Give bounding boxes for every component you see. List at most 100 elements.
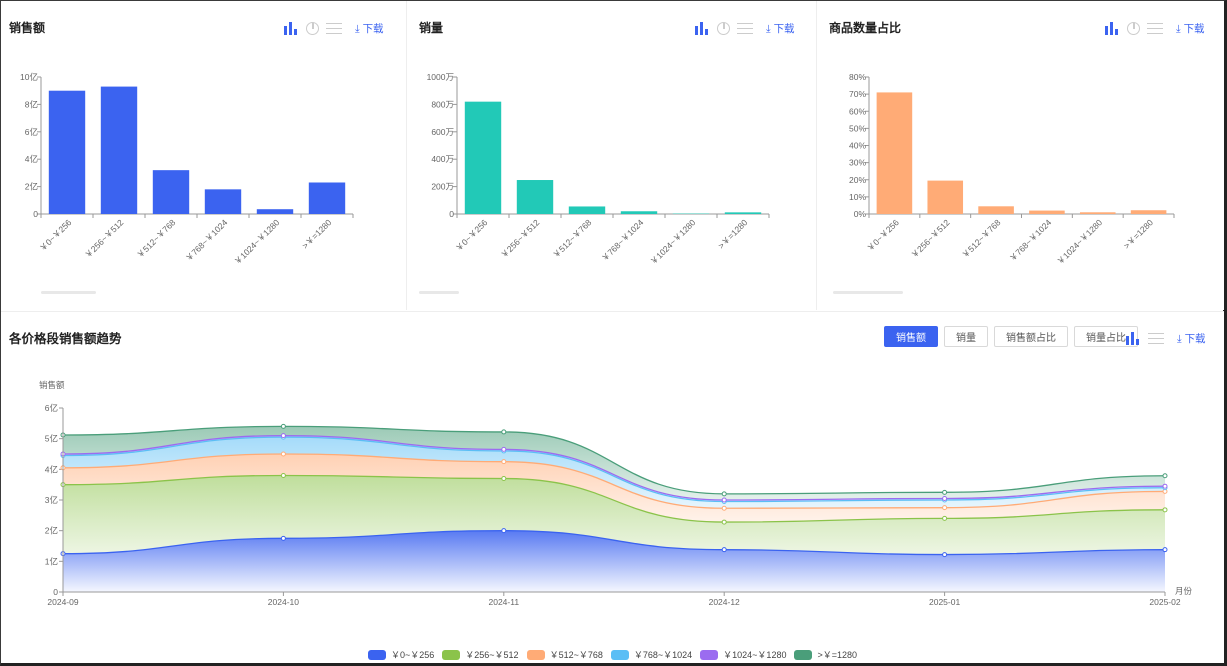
download-label: 下载 [773,23,795,35]
legend-label: ￥256~￥512 [465,650,519,660]
list-icon[interactable] [1148,332,1164,346]
legend-item[interactable]: ￥768~￥1024 [610,648,692,661]
data-point[interactable] [942,505,948,511]
y-tick-label: 8亿 [25,99,38,109]
data-point[interactable] [501,528,507,534]
chart-toolbar: ⤓ 下载 [1125,331,1206,346]
price-segment-trend-panel: 各价格段销售额趋势 销售额 销量 销售额占比 销量占比 ⤓ 下载 0 1亿 2亿 3亿… [1,311,1224,663]
data-point[interactable] [501,429,507,435]
panel-title: 各价格段销售额趋势 [9,332,122,346]
legend-item[interactable]: ￥512~￥768 [526,648,603,661]
legend-item[interactable]: ￥256~￥512 [442,648,519,661]
pie-chart-icon[interactable] [306,22,319,35]
sales-amount-bar-chart: 0 2亿 4亿 6亿 8亿 10亿 ￥0~￥256 ￥256~￥512 ￥512~￥768 ￥76… [20,72,354,267]
y-tick-label: 50% [849,123,866,133]
metric-button-sales-amount-share[interactable]: 销售额占比 [994,326,1068,347]
data-point[interactable] [280,433,286,439]
legend-item[interactable]: ￥0~￥256 [367,648,435,661]
data-point[interactable] [501,476,507,482]
metric-switcher: 销售额 销量 销售额占比 销量占比 [884,326,1144,347]
bar-chart-icon[interactable] [1104,21,1120,36]
data-point[interactable] [280,423,286,429]
legend-label: >￥=1280 [817,650,858,660]
bar[interactable] [620,211,658,214]
x-tick-label: 2025-01 [929,597,960,607]
data-point[interactable] [501,446,507,452]
x-tick-label: 2024-12 [709,597,740,607]
download-button[interactable]: ⤓ 下载 [1176,23,1205,35]
bar[interactable] [978,206,1014,214]
bar[interactable] [48,90,86,214]
list-icon[interactable] [737,22,753,36]
x-tick-label: >￥=1280 [716,217,750,251]
list-icon[interactable] [1147,22,1163,36]
y-tick-label: 4亿 [45,464,58,474]
pie-chart-icon[interactable] [1127,22,1140,35]
bar[interactable] [516,180,554,214]
bar[interactable] [100,86,138,214]
y-tick-label: 10% [849,192,866,202]
pie-chart-icon[interactable] [717,22,730,35]
series-area [63,530,1165,592]
data-point[interactable] [721,497,727,503]
download-button[interactable]: ⤓ 下载 [1177,333,1206,345]
bar[interactable] [152,170,190,214]
bar[interactable] [568,206,606,214]
data-point[interactable] [1162,473,1168,479]
x-tick-label: ￥512~￥768 [960,217,1003,260]
y-tick-label: 2亿 [45,526,58,536]
bar-chart-icon[interactable] [694,21,710,36]
bar[interactable] [927,180,964,214]
download-label: 下载 [362,23,384,35]
data-point[interactable] [942,495,948,501]
download-button[interactable]: ⤓ 下载 [355,23,384,35]
data-point[interactable] [721,491,727,497]
chart-toolbar: ⤓ 下载 [1104,21,1205,36]
data-point[interactable] [721,519,727,525]
bar[interactable] [308,182,346,214]
series-line [62,434,1166,501]
x-tick-label: ￥1024~￥1280 [1055,217,1105,267]
data-point[interactable] [1162,507,1168,513]
bar[interactable] [1079,212,1116,214]
data-point[interactable] [721,505,727,511]
bar[interactable] [464,101,502,214]
data-point[interactable] [1162,547,1168,553]
download-button[interactable]: ⤓ 下载 [766,23,795,35]
x-tick-label: 2024-11 [489,597,520,607]
bar[interactable] [1029,210,1065,214]
data-point[interactable] [501,459,507,465]
legend-item[interactable]: ￥1024~￥1280 [700,648,786,661]
bar[interactable] [1130,210,1167,214]
metric-button-sales-amount[interactable]: 销售额 [884,326,938,347]
list-icon[interactable] [326,22,342,36]
bar[interactable] [724,212,762,214]
legend-label: ￥0~￥256 [390,650,435,660]
data-point[interactable] [942,489,948,495]
data-point[interactable] [721,547,727,553]
data-point[interactable] [942,552,948,558]
bar-chart-icon[interactable] [283,21,299,36]
data-point[interactable] [942,515,948,521]
bar[interactable] [876,92,913,214]
bar[interactable] [256,209,294,214]
y-tick-label: 200万 [431,182,454,192]
x-tick-label: >￥=1280 [1122,217,1156,251]
scrollbar-hint [833,291,903,294]
data-point[interactable] [1162,483,1168,489]
sales-volume-panel: 销量 ⤓ 下载 0 200万 400万 600万 800万 1000万 ￥0~￥256 ￥25… [406,1,815,310]
x-tick-label: ￥512~￥768 [135,217,178,260]
scrollbar-hint [41,291,96,294]
metric-button-sales-volume[interactable]: 销量 [944,326,988,347]
metric-button-sales-volume-share[interactable]: 销量占比 [1074,326,1138,347]
y-tick-label: 0% [854,209,867,219]
bar-chart-icon[interactable] [1125,331,1141,346]
bar[interactable] [204,189,242,214]
y-tick-label: 10亿 [20,72,38,82]
series-line [62,453,1166,509]
data-point[interactable] [280,535,286,541]
data-point[interactable] [280,472,286,478]
legend-item[interactable]: >￥=1280 [794,648,857,661]
data-point[interactable] [280,451,286,457]
